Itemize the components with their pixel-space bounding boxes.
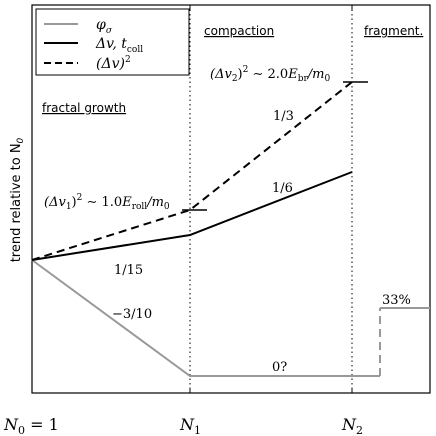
legend-label-dv: Δv, tcoll [95, 36, 143, 55]
plot-frame [31, 4, 431, 394]
slope-label-phi-fractal: −3/10 [112, 307, 152, 322]
region-label-fragmentation: fragment. [364, 24, 423, 38]
region-label-fractal-growth: fractal growth [42, 101, 126, 115]
legend-label-phi: φσ [96, 17, 113, 36]
x-tick-label-n2: N2 [341, 415, 363, 436]
x-tick-label-n0: N0 = 1 [3, 415, 59, 436]
region-label-compaction: compaction [204, 24, 274, 38]
slope-label-dv-compaction: 1/6 [272, 181, 293, 196]
legend: φσ Δv, tcoll (Δv)2 [35, 8, 190, 76]
x-tick-label-n1: N1 [179, 415, 201, 436]
slope-label-dv2-compaction: 1/3 [273, 109, 294, 124]
legend-label-dv2: (Δv)2 [96, 55, 131, 72]
dv-tcoll-curve [31, 171, 353, 261]
eq-eroll-threshold: (Δv1)2 ∼ 1.0Eroll/m0 [44, 193, 170, 212]
fragmentation-percent-label: 33% [382, 293, 411, 308]
dv-squared-curve [31, 81, 353, 261]
y-axis-label: trend relative to N0 [9, 137, 26, 262]
phi-sigma-curve [31, 259, 380, 377]
eq-ebr-threshold: (Δv2)2 ∼ 2.0Ebr/m0 [210, 65, 331, 84]
slope-label-dv-fractal: 1/15 [114, 263, 143, 278]
phi-compaction-label: 0? [272, 360, 287, 375]
